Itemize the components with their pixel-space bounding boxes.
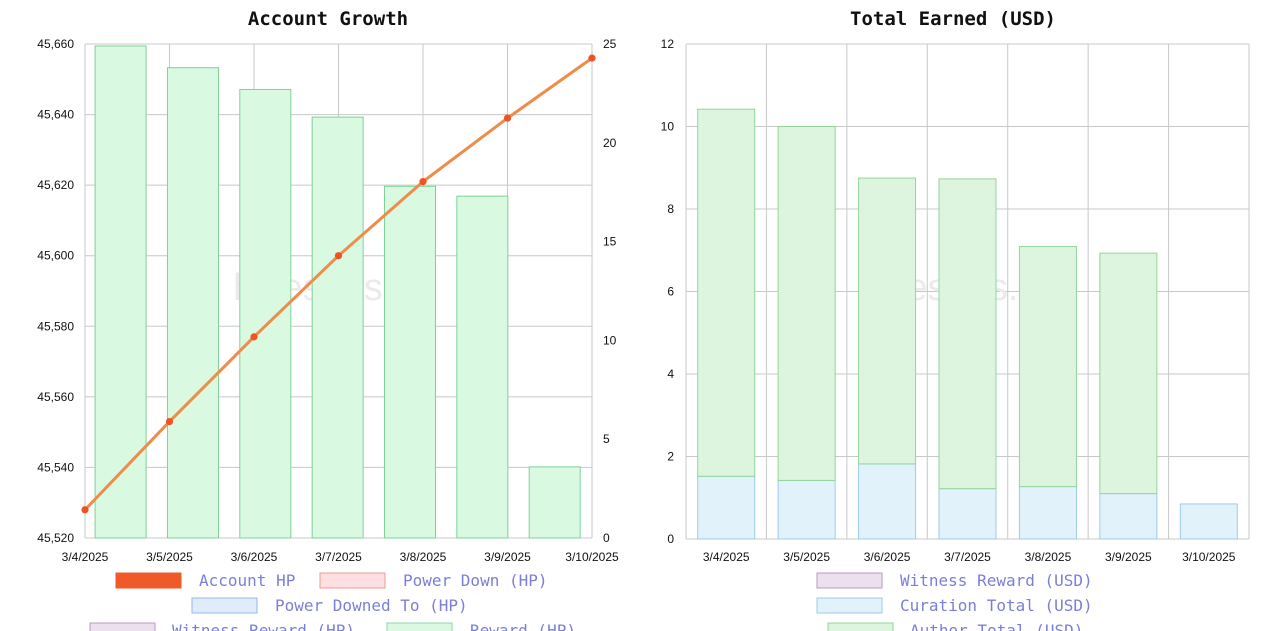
author-total-bar: [938, 178, 997, 490]
legend-swatch[interactable]: [827, 622, 894, 631]
x-tick-label: 3/9/2025: [1105, 550, 1152, 564]
legend-label[interactable]: Power Downed To (HP): [275, 596, 468, 615]
account-growth-chart: Account Growth 45,520 45,540 45,560 45,580 45…: [37, 8, 619, 631]
reward-hp-bar: [166, 67, 219, 539]
y-left-tick-label: 45,520: [37, 531, 74, 545]
y-right-tick-label: 5: [603, 432, 610, 446]
reward-hp-bar: [311, 116, 364, 539]
legend-swatch[interactable]: [191, 597, 258, 614]
y-tick-label: 10: [661, 120, 675, 134]
account-hp-point: [165, 417, 174, 426]
y-left-tick-label: 45,620: [37, 178, 74, 192]
chart-title: Total Earned (USD): [850, 8, 1056, 30]
y-tick-label: 0: [667, 532, 674, 546]
curation-total-bar: [938, 488, 997, 540]
author-total-bar: [858, 177, 917, 465]
y-right-tick-label: 15: [603, 235, 617, 249]
curation-total-bar: [1099, 493, 1158, 540]
legend-label[interactable]: Account HP: [199, 571, 295, 590]
reward-hp-bar: [239, 88, 292, 539]
y-left-tick-label: 45,640: [37, 108, 74, 122]
account-hp-point: [503, 114, 512, 122]
y-left-tick-label: 45,560: [37, 390, 74, 404]
x-tick-label: 3/10/2025: [1182, 550, 1236, 564]
y-left-tick-label: 45,580: [37, 319, 74, 333]
legend-swatch[interactable]: [319, 572, 386, 589]
x-tick-label: 3/9/2025: [484, 550, 531, 564]
x-tick-label: 3/8/2025: [400, 550, 447, 564]
reward-hp-bar: [528, 466, 581, 539]
account-hp-point: [250, 333, 258, 341]
legend-swatch[interactable]: [89, 622, 156, 631]
author-total-bar: [697, 108, 756, 477]
y-left-tick-label: 45,600: [37, 249, 74, 263]
curation-total-bar: [1179, 503, 1238, 540]
author-total-bar: [777, 126, 836, 481]
x-tick-label: 3/5/2025: [146, 550, 193, 564]
x-tick-label: 3/6/2025: [864, 550, 911, 564]
y-left-tick-label: 45,540: [37, 460, 74, 474]
x-tick-label: 3/7/2025: [944, 550, 991, 564]
y-tick-label: 8: [667, 202, 674, 216]
curation-total-bar: [697, 475, 756, 540]
account-hp-point: [588, 54, 596, 62]
y-right-tick-label: 0: [603, 531, 610, 545]
y-tick-label: 2: [667, 450, 674, 464]
curation-total-bar: [777, 479, 836, 540]
x-tick-label: 3/6/2025: [231, 550, 278, 564]
x-tick-label: 3/8/2025: [1025, 550, 1072, 564]
reward-hp-bar: [384, 185, 436, 539]
legend-label[interactable]: Witness Reward (HP): [172, 621, 355, 631]
curation-total-bar: [858, 463, 917, 540]
x-tick-label: 3/5/2025: [783, 550, 830, 564]
y-left-tick-label: 45,660: [37, 37, 74, 51]
curation-total-bar: [1018, 486, 1077, 540]
author-total-bar: [1018, 246, 1077, 488]
y-tick-label: 4: [667, 367, 674, 381]
x-tick-label: 3/10/2025: [565, 550, 619, 564]
chart-title: Account Growth: [248, 8, 408, 30]
legend-label[interactable]: Curation Total (USD): [900, 596, 1093, 615]
y-tick-label: 12: [661, 37, 675, 51]
author-total-bar: [1099, 252, 1158, 495]
y-right-tick-label: 25: [603, 37, 617, 51]
legend-label[interactable]: Author Total (USD): [910, 621, 1083, 631]
y-right-tick-label: 20: [603, 136, 617, 150]
legend-label[interactable]: Reward (HP): [470, 621, 576, 631]
y-right-tick-label: 10: [603, 333, 617, 347]
account-hp-point: [334, 252, 343, 260]
legend-label[interactable]: Power Down (HP): [403, 571, 548, 590]
account-hp-point: [419, 178, 427, 186]
legend-swatch[interactable]: [816, 572, 883, 589]
reward-hp-bar: [94, 45, 147, 539]
legend-swatch[interactable]: [386, 622, 453, 631]
x-tick-label: 3/4/2025: [62, 550, 109, 564]
legend-swatch[interactable]: [115, 572, 182, 589]
legend-swatch[interactable]: [816, 597, 883, 614]
x-tick-label: 3/4/2025: [703, 550, 750, 564]
total-earned-chart: Total Earned (USD) 0 2 4 6 8 10 12 3/4/2025 3/5/2…: [661, 8, 1250, 631]
y-tick-label: 6: [667, 285, 674, 299]
legend-label[interactable]: Witness Reward (USD): [900, 571, 1093, 590]
reward-hp-bar: [456, 195, 509, 539]
x-tick-label: 3/7/2025: [315, 550, 362, 564]
account-hp-point: [81, 506, 89, 514]
